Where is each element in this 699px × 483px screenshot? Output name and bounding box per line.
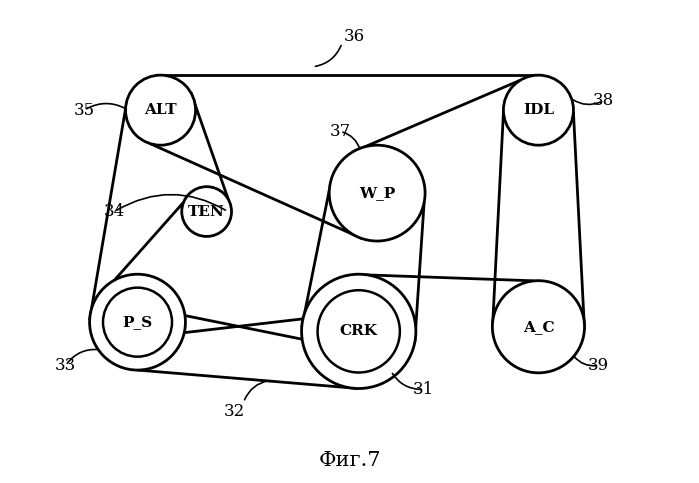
Text: 37: 37: [330, 123, 351, 140]
Circle shape: [126, 75, 196, 145]
Text: 31: 31: [412, 381, 434, 398]
Text: A_C: A_C: [523, 320, 554, 334]
Circle shape: [89, 274, 185, 370]
Text: Фиг.7: Фиг.7: [318, 451, 381, 470]
Text: W_P: W_P: [359, 186, 395, 200]
Text: ALT: ALT: [144, 103, 177, 117]
Text: 32: 32: [224, 403, 245, 420]
Circle shape: [329, 145, 425, 241]
Text: 38: 38: [592, 92, 614, 110]
Text: 39: 39: [588, 357, 609, 374]
Text: 36: 36: [343, 28, 365, 45]
Text: TEN: TEN: [188, 204, 225, 218]
Text: P_S: P_S: [122, 315, 152, 329]
Circle shape: [301, 274, 416, 388]
Text: 35: 35: [73, 101, 94, 119]
Text: IDL: IDL: [523, 103, 554, 117]
Circle shape: [182, 186, 231, 237]
Text: 34: 34: [104, 203, 125, 220]
Text: 33: 33: [55, 357, 76, 374]
Circle shape: [492, 281, 584, 373]
Circle shape: [503, 75, 573, 145]
Text: CRK: CRK: [340, 325, 377, 339]
